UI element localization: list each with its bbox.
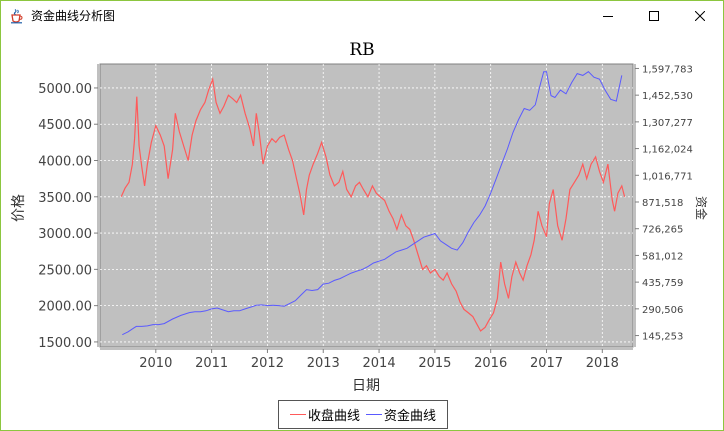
- y2-tick-label: 1,597,783: [642, 64, 693, 75]
- y2-tick-label: 726,265: [642, 225, 683, 236]
- chart-title: RB: [349, 40, 374, 60]
- minimize-button[interactable]: [585, 1, 631, 31]
- y2-tick-label: 1,307,277: [642, 118, 693, 129]
- close-button[interactable]: [677, 1, 723, 31]
- y2-tick-label: 1,452,530: [642, 91, 693, 102]
- y-axis-right: 145,253 290,506 435,759 581,012 726,265 871,5…: [634, 64, 693, 347]
- chart-panel: RB 1500.00 2000.00 2500.00 3000.00 3500.00 40…: [1, 31, 723, 430]
- x-tick-label: 2018: [586, 356, 619, 371]
- x-tick-label: 2014: [363, 356, 396, 371]
- title-bar[interactable]: 资金曲线分析图: [1, 1, 723, 31]
- window-title: 资金曲线分析图: [31, 9, 116, 23]
- y2-tick-label: 871,518: [642, 198, 683, 209]
- legend-equity-label: 资金曲线: [384, 409, 437, 424]
- equity-line: [122, 71, 623, 336]
- y-axis-label: 价格: [11, 194, 27, 222]
- chart-legend: 收盘曲线 资金曲线: [278, 400, 448, 429]
- java-cup-icon: [11, 9, 23, 24]
- minimize-icon: [603, 16, 613, 17]
- y-axis-left: 1500.00 2000.00 2500.00 3000.00 3500.00 4000.…: [38, 64, 99, 351]
- maximize-button[interactable]: [631, 1, 677, 31]
- legend-price-label: 收盘曲线: [307, 409, 360, 424]
- x-tick-label: 2015: [418, 356, 451, 371]
- chart-svg: RB 1500.00 2000.00 2500.00 3000.00 3500.00 40…: [11, 40, 709, 394]
- close-icon: [695, 11, 705, 21]
- plot-area: [99, 63, 634, 348]
- y-tick-label: 3000.00: [38, 227, 92, 242]
- y-tick-label: 1500.00: [38, 336, 92, 351]
- y-tick-label: 4500.00: [38, 118, 92, 133]
- x-tick-label: 2017: [530, 356, 563, 371]
- legend-price-swatch: [289, 414, 306, 415]
- y2-tick-label: 290,506: [642, 305, 683, 316]
- y2-tick-label: 1,162,024: [642, 145, 693, 156]
- y2-tick-label: 435,759: [642, 278, 683, 289]
- y2-tick-label: 145,253: [642, 332, 683, 343]
- y-tick-label: 5000.00: [38, 82, 92, 97]
- legend-item-price: 收盘曲线: [289, 405, 360, 424]
- legend-equity-swatch: [366, 414, 382, 415]
- x-tick-label: 2010: [139, 356, 172, 371]
- y-tick-label: 2000.00: [38, 300, 92, 315]
- x-axis: 2010 2011 2012 2013 2014 2015 2016 2017 2018: [100, 348, 633, 371]
- maximize-icon: [649, 11, 659, 21]
- grid-lines: [100, 64, 633, 347]
- x-axis-label: 日期: [352, 378, 380, 394]
- y2-tick-label: 581,012: [642, 251, 683, 262]
- y2-axis-label: 资金: [694, 196, 709, 220]
- legend-item-equity: 资金曲线: [366, 405, 436, 424]
- x-tick-label: 2013: [307, 356, 340, 371]
- y-tick-label: 4000.00: [38, 155, 92, 170]
- price-line: [120, 76, 626, 332]
- y2-tick-label: 1,016,771: [642, 171, 693, 182]
- y-tick-label: 3500.00: [38, 191, 92, 206]
- x-tick-label: 2011: [195, 356, 228, 371]
- x-tick-label: 2016: [474, 356, 507, 371]
- x-tick-label: 2012: [251, 356, 284, 371]
- y-tick-label: 2500.00: [38, 263, 92, 278]
